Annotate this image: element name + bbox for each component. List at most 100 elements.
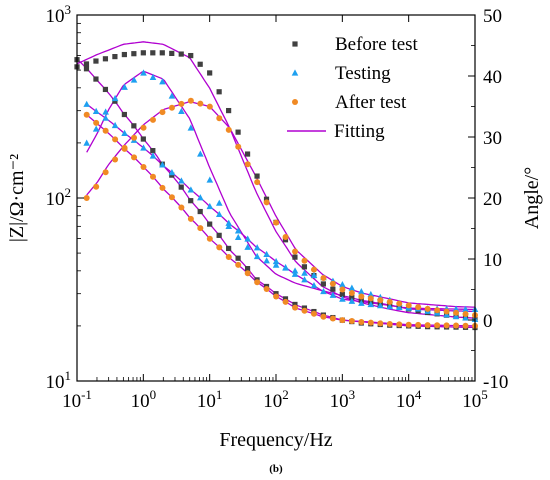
phase-point bbox=[424, 305, 431, 312]
phase-point bbox=[215, 199, 223, 206]
impedance-point bbox=[273, 293, 280, 300]
phase-point bbox=[187, 124, 195, 131]
impedance-point bbox=[140, 144, 147, 151]
phase-point bbox=[226, 107, 232, 114]
phase-point bbox=[197, 150, 204, 157]
phase-point bbox=[197, 100, 204, 107]
phase-point bbox=[149, 73, 157, 80]
phase-point bbox=[140, 50, 146, 56]
legend-item: Before test bbox=[292, 34, 419, 55]
impedance-point bbox=[206, 235, 213, 242]
phase-point bbox=[263, 196, 270, 202]
phase-point bbox=[168, 104, 175, 111]
phase-point bbox=[188, 52, 194, 59]
impedance-point bbox=[272, 257, 280, 265]
phase-point bbox=[112, 156, 119, 163]
phase-point bbox=[272, 261, 280, 268]
legend-label: Fitting bbox=[334, 121, 385, 142]
phase-point bbox=[159, 109, 166, 116]
phase-point bbox=[396, 300, 403, 307]
x-tick-label: 102 bbox=[263, 387, 289, 412]
phase-point bbox=[83, 195, 90, 201]
impedance-point bbox=[310, 281, 318, 289]
impedance-point bbox=[367, 319, 374, 326]
impedance-point bbox=[462, 305, 469, 312]
phase-point bbox=[253, 252, 261, 260]
phase-point bbox=[339, 291, 345, 297]
phase-point bbox=[339, 286, 346, 293]
phase-point bbox=[197, 61, 203, 67]
y-right-tick-label: -10 bbox=[483, 372, 508, 393]
impedance-point bbox=[197, 208, 203, 215]
fitting-curve-impedance bbox=[86, 114, 475, 327]
phase-point bbox=[320, 281, 326, 287]
phase-point bbox=[339, 281, 346, 288]
y-axis-left-label: |Z|/Ω·cm⁻² bbox=[6, 154, 28, 242]
impedance-point bbox=[358, 318, 365, 325]
plot-marks bbox=[74, 41, 479, 331]
impedance-point bbox=[292, 304, 299, 311]
x-tick-label: 104 bbox=[396, 387, 422, 412]
series-after-test bbox=[83, 97, 478, 329]
phase-point bbox=[130, 76, 138, 83]
impedance-point bbox=[263, 286, 270, 293]
impedance-point bbox=[358, 299, 365, 306]
impedance-point bbox=[168, 194, 175, 201]
y-axis-right-label: Angle/° bbox=[521, 167, 543, 229]
phase-point bbox=[263, 257, 270, 264]
phase-point bbox=[178, 51, 184, 57]
y-left-tick-label: 101 bbox=[46, 368, 72, 393]
impedance-point bbox=[301, 307, 308, 314]
phase-point bbox=[178, 107, 185, 114]
impedance-point bbox=[339, 295, 346, 302]
legend-item: After test bbox=[292, 92, 407, 113]
impedance-point bbox=[83, 100, 90, 107]
impedance-point bbox=[102, 86, 109, 93]
phase-point bbox=[358, 287, 365, 295]
phase-point bbox=[301, 257, 308, 264]
phase-point bbox=[102, 169, 109, 176]
phase-point bbox=[216, 89, 222, 95]
phase-point bbox=[111, 94, 119, 102]
impedance-point bbox=[348, 297, 356, 304]
legend-label: Testing bbox=[335, 63, 391, 84]
phase-point bbox=[330, 286, 336, 292]
impedance-point bbox=[253, 244, 261, 251]
phase-point bbox=[225, 222, 233, 229]
impedance-point bbox=[462, 322, 469, 329]
y-left-tick-label: 102 bbox=[46, 185, 72, 210]
impedance-point bbox=[93, 119, 100, 126]
impedance-point bbox=[225, 254, 232, 261]
phase-point bbox=[244, 151, 251, 157]
fitting-curve-impedance bbox=[86, 103, 476, 311]
impedance-point bbox=[121, 111, 127, 118]
impedance-point bbox=[244, 235, 251, 242]
phase-point bbox=[149, 116, 156, 123]
y-right-tick-label: 20 bbox=[483, 189, 502, 210]
impedance-point bbox=[424, 322, 431, 329]
impedance-point bbox=[453, 322, 460, 329]
legend-marker-swatch bbox=[292, 41, 298, 47]
impedance-point bbox=[234, 227, 242, 234]
phase-point bbox=[112, 54, 118, 60]
phase-point bbox=[462, 310, 469, 317]
fitting-curve-phase bbox=[76, 41, 476, 319]
impedance-point bbox=[244, 266, 251, 272]
legend-marker-swatch bbox=[291, 69, 299, 76]
x-tick-label: 103 bbox=[330, 387, 356, 412]
phase-point bbox=[301, 269, 308, 276]
phase-point bbox=[234, 233, 242, 241]
impedance-point bbox=[83, 111, 90, 118]
phase-point bbox=[291, 267, 299, 274]
phase-point bbox=[168, 92, 176, 99]
phase-point bbox=[443, 308, 450, 315]
phase-point bbox=[348, 284, 356, 291]
impedance-point bbox=[282, 298, 289, 305]
x-tick-label: 10-1 bbox=[62, 387, 92, 412]
impedance-point bbox=[149, 173, 156, 180]
phase-point bbox=[235, 143, 242, 150]
phase-point bbox=[83, 61, 90, 67]
impedance-point bbox=[112, 98, 118, 104]
impedance-point bbox=[206, 202, 214, 210]
